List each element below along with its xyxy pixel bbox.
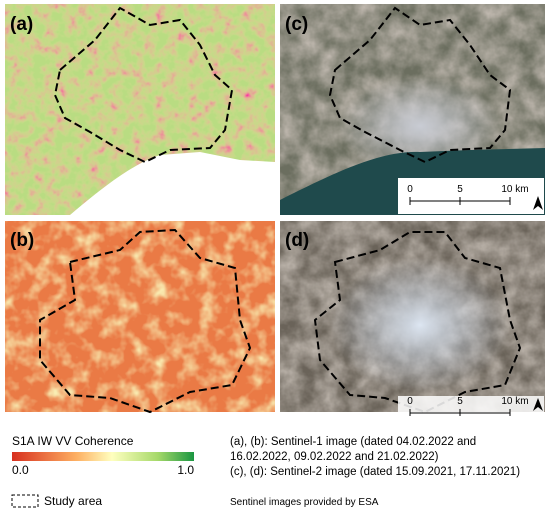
north-arrow [533,196,543,210]
panel-label: (d) [285,230,309,251]
colorbar-title: S1A IW VV Coherence [12,434,134,448]
caption-line: 16.02.2022, 09.02.2022 and 21.02.2022) [230,451,439,463]
scale-label: 5 [457,184,463,195]
study-area-swatch [11,494,39,508]
scale-label: 0 [407,184,413,195]
scale-label: 10 km [501,396,528,407]
study-area-boundary [53,6,234,164]
sea [70,152,275,215]
caption-line: (c), (d): Sentinel-2 image (dated 15.09.… [230,466,520,478]
urban-area [320,250,520,400]
legend: S1A IW VV Coherence 0.0 1.0 Study area [11,434,194,508]
caption: (a), (b): Sentinel-1 image (dated 04.02.… [230,436,520,508]
caption-line: (a), (b): Sentinel-1 image (dated 04.02.… [230,436,476,448]
study-area-boundary [313,231,522,414]
credit: Sentinel images provided by ESA [230,497,379,508]
map-texture [5,221,275,412]
colorbar-min: 0.0 [12,463,29,477]
study-area-boundary [328,6,512,164]
panel-label: (b) [10,230,34,251]
scale-label: 0 [407,396,413,407]
scale-label: 5 [457,396,463,407]
panel-c: 0 5 10 km (c) [280,4,545,215]
panel-a: (a) [5,4,275,215]
scale-bar-box [398,178,544,214]
panel-d: 0 5 10 km (d) [280,221,545,416]
panel-b: (b) [5,221,275,414]
study-area-label: Study area [44,494,102,508]
north-arrow [533,398,543,411]
panel-label: (c) [285,14,308,35]
colorbar [12,452,194,461]
scale-bar-box [398,396,544,412]
scale-label: 10 km [501,184,528,195]
colorbar-max: 1.0 [177,463,194,477]
panel-label: (a) [10,14,33,35]
study-area-boundary [39,228,252,414]
